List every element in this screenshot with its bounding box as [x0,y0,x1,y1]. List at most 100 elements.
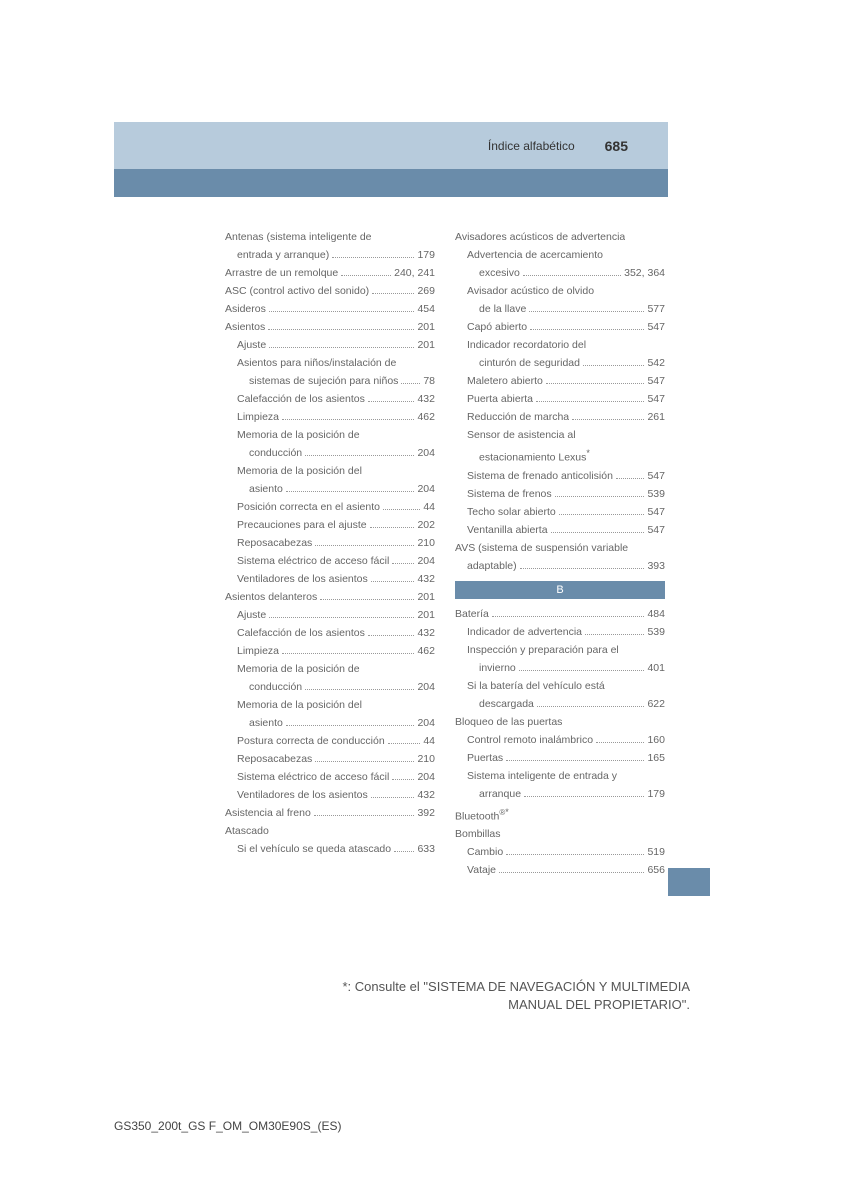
entry-label: Calefacción de los asientos [237,624,365,642]
leader-dots [523,275,621,276]
leader-dots [392,563,414,564]
index-entry: Puertas165 [455,749,665,767]
index-entry: Sistema eléctrico de acceso fácil204 [225,768,435,786]
page-number: 685 [605,138,628,154]
leader-dots [368,635,415,636]
index-entry: estacionamiento Lexus* [455,444,665,467]
index-entry: AVS (sistema de suspensión variable [455,539,665,557]
index-entry: conducción204 [225,444,435,462]
entry-page: 179 [417,246,435,264]
entry-page: 352, 364 [624,264,665,282]
entry-label: Maletero abierto [467,372,543,390]
entry-page: 432 [417,786,435,804]
index-entry: Capó abierto547 [455,318,665,336]
entry-page: 204 [417,678,435,696]
entry-label: Puerta abierta [467,390,533,408]
entry-label: Sistema eléctrico de acceso fácil [237,552,389,570]
entry-page: 210 [417,534,435,552]
index-entry: Sistema de frenado anticolisión547 [455,467,665,485]
entry-label: Calefacción de los asientos [237,390,365,408]
entry-page: 201 [417,318,435,336]
entry-page: 454 [417,300,435,318]
entry-label: invierno [479,659,516,677]
leader-dots [394,851,414,852]
leader-dots [269,617,414,618]
entry-page: 539 [647,485,665,503]
entry-label: Ventiladores de los asientos [237,570,368,588]
index-entry: Control remoto inalámbrico160 [455,731,665,749]
entry-label: Si el vehículo se queda atascado [237,840,391,858]
leader-dots [269,311,415,312]
entry-page: 201 [417,588,435,606]
leader-dots [371,797,415,798]
entry-page: 240, 241 [394,264,435,282]
leader-dots [401,383,420,384]
index-entry: Ventiladores de los asientos432 [225,786,435,804]
entry-label: Si la batería del vehículo está [467,677,605,695]
entry-label: Sistema de frenos [467,485,552,503]
entry-page: 462 [417,642,435,660]
leader-dots [536,401,645,402]
entry-label: Bloqueo de las puertas [455,713,562,731]
entry-page: 201 [417,606,435,624]
entry-label: Techo solar abierto [467,503,556,521]
entry-page: 432 [417,390,435,408]
index-entry: de la llave577 [455,300,665,318]
leader-dots [392,779,414,780]
leader-dots [524,796,644,797]
entry-page: 547 [647,390,665,408]
entry-label: Sistema inteligente de entrada y [467,767,617,785]
side-tab [668,868,710,896]
entry-label: sistemas de sujeción para niños [249,372,398,390]
leader-dots [572,419,644,420]
index-entry: Memoria de la posición del [225,696,435,714]
section-title: Índice alfabético [488,139,575,153]
leader-dots [314,815,415,816]
index-entry: Calefacción de los asientos 432 [225,624,435,642]
index-entry: asiento204 [225,480,435,498]
index-entry: Arrastre de un remolque240, 241 [225,264,435,282]
entry-page: 547 [647,521,665,539]
entry-label: Memoria de la posición del [237,462,362,480]
index-entry: Sistema eléctrico de acceso fácil 204 [225,552,435,570]
entry-label: Reposacabezas [237,534,312,552]
entry-label: Ajuste [237,336,266,354]
entry-page: 392 [417,804,435,822]
entry-label: Batería [455,605,489,623]
leader-dots [383,509,420,510]
entry-label: Bombillas [455,825,501,843]
entry-page: 269 [417,282,435,300]
entry-label: Asientos para niños/instalación de [237,354,396,372]
entry-page: 432 [417,624,435,642]
entry-label: Ventanilla abierta [467,521,548,539]
index-entry: Indicador de advertencia539 [455,623,665,641]
entry-label: Indicador de advertencia [467,623,582,641]
asterisk-marker: * [505,807,509,817]
entry-page: 432 [417,570,435,588]
entry-label: Memoria de la posición del [237,696,362,714]
index-entry: asiento204 [225,714,435,732]
leader-dots [315,545,414,546]
index-entry: Asistencia al freno392 [225,804,435,822]
entry-label: cinturón de seguridad [479,354,580,372]
index-entry: Bloqueo de las puertas [455,713,665,731]
entry-label: Sensor de asistencia al [467,426,576,444]
entry-page: 261 [647,408,665,426]
leader-dots [282,653,414,654]
leader-dots [388,743,421,744]
entry-page: 202 [417,516,435,534]
right-column: Avisadores acústicos de advertenciaAdver… [455,228,665,879]
entry-label: Inspección y preparación para el [467,641,619,659]
entry-page: 204 [417,552,435,570]
leader-dots [537,706,645,707]
entry-label: Precauciones para el ajuste [237,516,367,534]
leader-dots [555,496,645,497]
entry-label: Capó abierto [467,318,527,336]
entry-label: estacionamiento Lexus* [479,444,590,467]
index-entry: Avisador acústico de olvido [455,282,665,300]
leader-dots [530,329,644,330]
leader-dots [506,760,644,761]
entry-page: 484 [647,605,665,623]
index-entry: Reducción de marcha261 [455,408,665,426]
entry-page: 204 [417,768,435,786]
